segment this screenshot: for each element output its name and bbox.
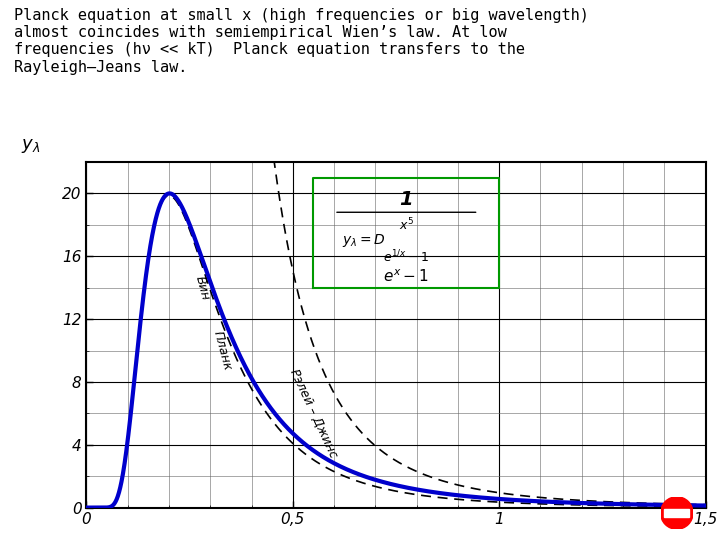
Text: $e^{1/x} - 1$: $e^{1/x} - 1$ (383, 248, 430, 265)
Text: Планк: Планк (211, 329, 234, 372)
Text: Вин: Вин (192, 274, 212, 301)
Bar (665, 509, 689, 517)
Text: $y_\lambda$: $y_\lambda$ (21, 137, 40, 155)
Text: $x^5$: $x^5$ (399, 217, 414, 234)
Text: $x = \frac{\lambda kT}{hc}$: $x = \frac{\lambda kT}{hc}$ (718, 535, 720, 540)
Circle shape (661, 497, 693, 529)
Text: Planck equation at small x (high frequencies or big wavelength)
almost coincides: Planck equation at small x (high frequen… (14, 8, 589, 75)
Text: $y_\lambda = D\,$: $y_\lambda = D\,$ (342, 232, 386, 249)
Text: $e^x - 1$: $e^x - 1$ (383, 269, 429, 286)
Text: 1: 1 (400, 190, 413, 210)
Text: Рэлей – Джинс: Рэлей – Джинс (287, 367, 340, 460)
